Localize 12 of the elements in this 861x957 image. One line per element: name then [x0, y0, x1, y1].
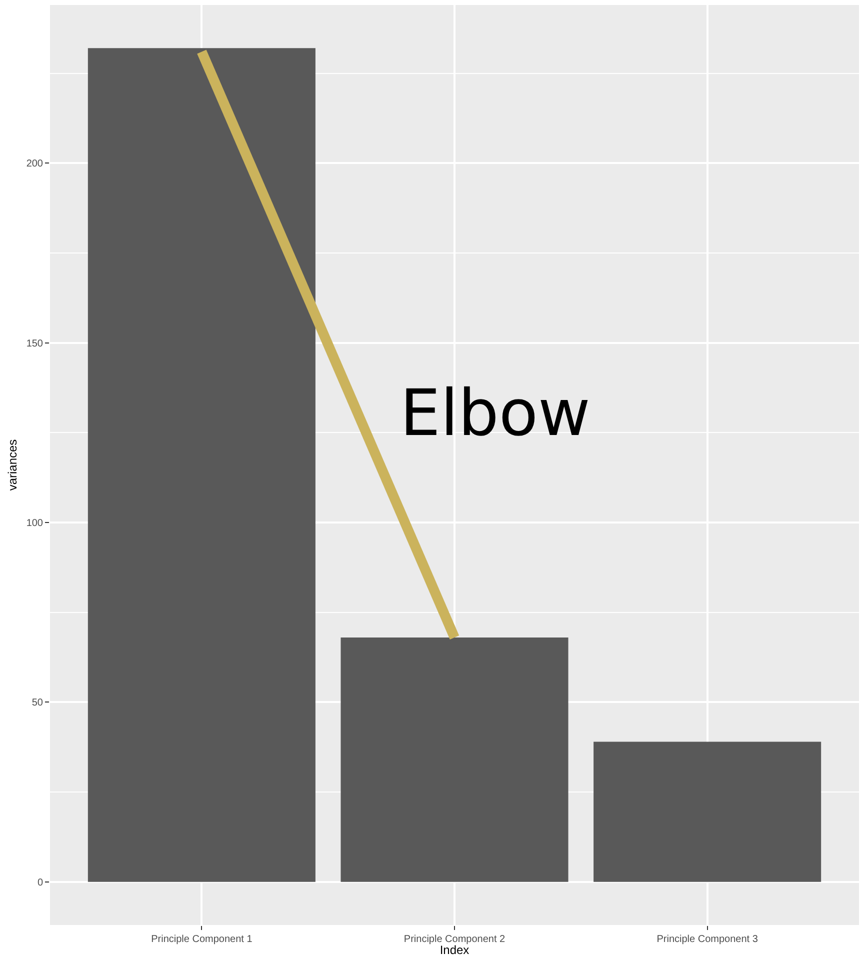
x-tick-label: Principle Component 1	[151, 934, 253, 945]
x-tick-label: Principle Component 3	[656, 934, 758, 945]
y-tick-label: 200	[26, 158, 44, 170]
y-tick-label: 0	[37, 877, 44, 888]
y-axis-title: variances	[6, 439, 20, 491]
y-tick-label: 150	[26, 338, 44, 350]
annotation: Elbow	[400, 377, 590, 451]
x-axis-title: Index	[440, 943, 470, 957]
y-tick-label: 100	[26, 518, 44, 529]
x-tick-label: Principle Component 2	[404, 934, 506, 945]
y-tick-label: 50	[32, 698, 44, 709]
bar	[594, 742, 822, 882]
